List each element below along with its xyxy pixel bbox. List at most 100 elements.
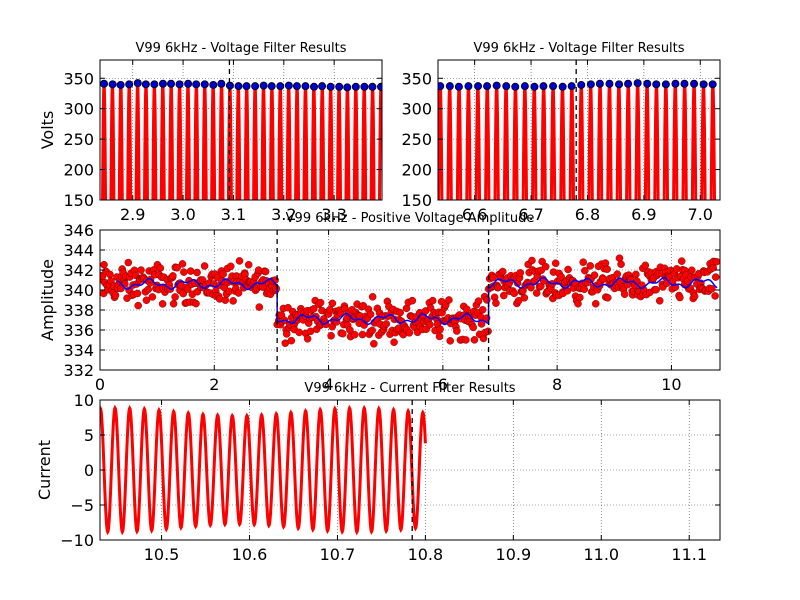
amplitude-point: [156, 264, 165, 272]
amplitude-point: [603, 265, 611, 273]
x-tick-label: 3.0: [170, 205, 195, 224]
amplitude-point: [520, 294, 529, 302]
peak-marker: [276, 82, 285, 91]
peak-marker: [699, 80, 708, 89]
amplitude-point: [599, 275, 607, 284]
amplitude-point: [229, 297, 237, 305]
amplitude-point: [528, 256, 536, 265]
amplitude-point: [690, 292, 699, 301]
amplitude-point: [219, 270, 227, 278]
peak-marker: [445, 82, 454, 91]
amplitude-point: [446, 337, 454, 345]
amplitude-point: [532, 289, 541, 297]
amplitude-point: [327, 332, 335, 340]
y-tick-label: 334: [63, 341, 94, 360]
amplitude-point: [445, 296, 453, 304]
amplitude-point: [494, 283, 502, 292]
amplitude-point: [551, 259, 560, 267]
amplitude-point: [510, 289, 518, 298]
peak-marker: [520, 82, 529, 91]
amplitude-point: [350, 330, 359, 339]
amplitude-point: [708, 285, 716, 293]
amplitude-point: [478, 306, 487, 314]
x-tick-label: 10.5: [144, 545, 180, 564]
peak-marker: [376, 82, 382, 91]
amplitude-point: [580, 285, 589, 293]
amplitude-point: [148, 293, 157, 301]
amplitude-point: [581, 266, 589, 275]
peak-marker: [175, 80, 184, 89]
amplitude-point: [711, 273, 720, 281]
x-tick-label: 6: [438, 375, 448, 394]
amplitude-point: [282, 330, 291, 338]
amplitude-point: [463, 305, 471, 313]
amplitude-panel-title: V99 6kHz - Positive Voltage Amplitude: [286, 211, 535, 226]
amplitude-point: [688, 266, 696, 275]
amplitude-point: [144, 285, 152, 294]
x-tick-label: 3.2: [271, 205, 296, 224]
amplitude-point: [287, 336, 296, 345]
x-tick-label: 2.9: [120, 205, 145, 224]
peak-marker: [242, 82, 251, 91]
amplitude-point: [469, 323, 477, 332]
amplitude-point: [200, 262, 209, 270]
amplitude-point: [111, 291, 120, 299]
peak-marker: [652, 80, 661, 89]
peak-marker: [502, 82, 511, 91]
y-tick-label: 250: [63, 130, 94, 149]
plot-frame: [99, 229, 721, 371]
peak-marker: [292, 82, 301, 91]
peak-marker: [116, 80, 125, 89]
amplitude-point: [564, 265, 572, 274]
amplitude-point: [179, 289, 187, 298]
voltage-panel-1: 2.9 3.0 3.1 3.2 3.3 150 200 250 300 350 V99 6kHz …: [38, 41, 383, 224]
peak-marker: [217, 79, 226, 88]
voltage-panel-1-title: V99 6kHz - Voltage Filter Results: [135, 41, 346, 56]
peak-marker: [259, 81, 268, 90]
peak-marker: [158, 79, 167, 88]
series-group: [438, 79, 717, 200]
peak-marker: [318, 82, 327, 91]
amplitude-point: [339, 329, 347, 338]
amplitude-point: [235, 257, 244, 265]
amplitude-point: [590, 271, 599, 279]
amplitude-point: [261, 267, 270, 276]
x-tick-label: 6.9: [631, 205, 656, 224]
peak-marker: [200, 80, 209, 89]
y-tick-label: −5: [70, 496, 94, 515]
amplitude-point: [100, 260, 108, 269]
peak-marker: [539, 82, 548, 91]
peak-marker: [267, 82, 276, 91]
y-tick-label: 332: [63, 361, 94, 380]
peak-marker: [661, 80, 670, 89]
peak-marker: [492, 81, 501, 90]
amplitude-point: [192, 299, 200, 308]
peak-marker: [284, 81, 293, 90]
y-tick-label: 0: [84, 461, 94, 480]
peak-marker: [141, 80, 150, 89]
amplitude-point: [106, 270, 114, 279]
peak-marker: [335, 82, 344, 91]
peak-marker: [100, 79, 109, 88]
peak-marker: [125, 80, 134, 89]
amplitude-point: [134, 301, 142, 310]
amplitude-point: [499, 267, 507, 276]
peak-marker: [633, 79, 642, 88]
peak-marker: [192, 80, 201, 89]
x-tick-label: 6.8: [575, 205, 600, 224]
y-tick-label: −10: [60, 531, 94, 550]
peak-marker: [708, 80, 717, 89]
amplitude-point: [613, 270, 622, 278]
x-tick-label: 10.7: [320, 545, 356, 564]
voltage-panel-2-title: V99 6kHz - Voltage Filter Results: [473, 41, 684, 56]
peak-marker: [605, 79, 614, 88]
amplitude-point: [541, 262, 550, 271]
peak-marker: [567, 82, 576, 91]
amplitude-point: [303, 335, 312, 343]
peak-marker: [301, 82, 310, 91]
amplitude-point: [453, 327, 461, 335]
amplitude-point: [173, 263, 181, 272]
waveform-line: [101, 83, 382, 200]
